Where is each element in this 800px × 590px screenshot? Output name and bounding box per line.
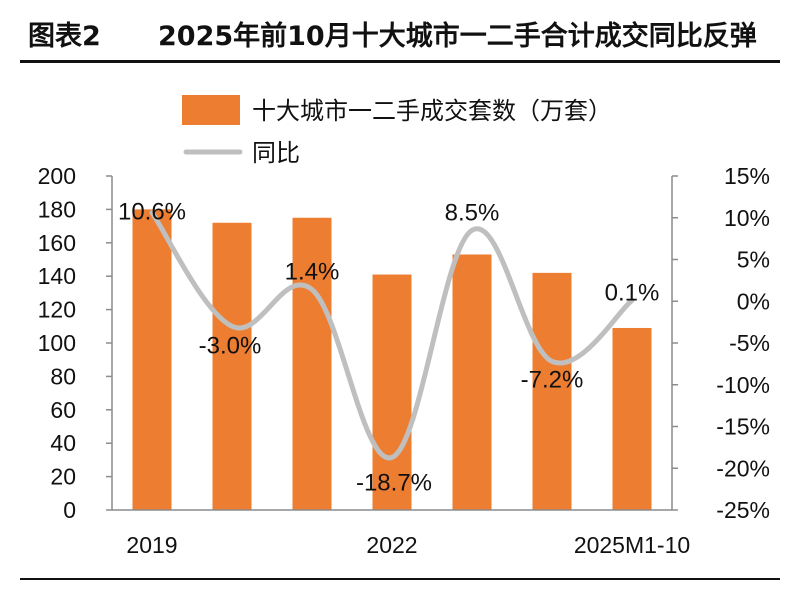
left-tick-label: 100 [38,330,76,356]
data-labels: 10.6% -3.0% 1.4% -18.7% 8.5% -7.2% 0.1% [118,199,659,497]
figure-header: 图表2 2025年前10月十大城市一二手合计成交同比反弹 [0,0,800,64]
left-tick-label: 60 [50,397,76,423]
line-series [149,210,635,460]
right-tick-label: 10% [724,205,770,231]
yoy-data-label: 8.5% [445,199,500,226]
bar [532,272,572,510]
right-tick-label: -10% [716,372,770,398]
yoy-data-label: 1.4% [285,259,340,286]
x-tick-label: 2022 [366,532,417,558]
left-tick-label: 140 [38,263,76,289]
bar-series [132,209,652,510]
legend-bar-swatch [182,95,240,125]
right-tick-label: 5% [737,247,770,273]
left-tick-label: 80 [50,363,76,389]
header-rule [20,60,780,63]
yoy-data-label: -18.7% [356,469,432,496]
right-tick-label: -25% [716,497,770,523]
legend: 十大城市一二手成交套数（万套） 同比 [182,95,612,167]
right-tick-label: 15% [724,163,770,189]
legend-line-label: 同比 [252,139,300,167]
yoy-data-label: 0.1% [605,279,660,306]
figure-title: 2025年前10月十大城市一二手合计成交同比反弹 [158,21,757,52]
left-tick-label: 120 [38,297,76,323]
right-tick-label: 0% [737,288,770,314]
bar [612,327,652,510]
x-tick-label: 2019 [126,532,177,558]
left-tick-label: 40 [50,430,76,456]
legend-bar-label: 十大城市一二手成交套数（万套） [252,97,612,125]
yoy-data-label: -7.2% [521,366,584,393]
bar [292,217,332,510]
axes: 0 20 40 60 80 100 120 140 160 180 200 -25% -20% -15% -… [38,163,770,558]
left-tick-label: 200 [38,163,76,189]
yoy-data-label: 10.6% [118,199,186,226]
left-tick-label: 160 [38,230,76,256]
bar [132,209,172,510]
footer-rule [20,578,780,580]
figure-label: 图表2 [28,21,101,52]
yoy-line [149,210,635,460]
left-tick-label: 180 [38,196,76,222]
bar [372,274,412,510]
right-tick-label: -20% [716,455,770,481]
yoy-data-label: -3.0% [199,332,262,359]
left-tick-label: 0 [63,497,76,523]
right-tick-label: -5% [729,330,770,356]
bar [212,222,252,510]
left-tick-label: 20 [50,464,76,490]
bar [452,254,492,510]
right-tick-label: -15% [716,414,770,440]
x-tick-label: 2025M1-10 [574,532,690,558]
